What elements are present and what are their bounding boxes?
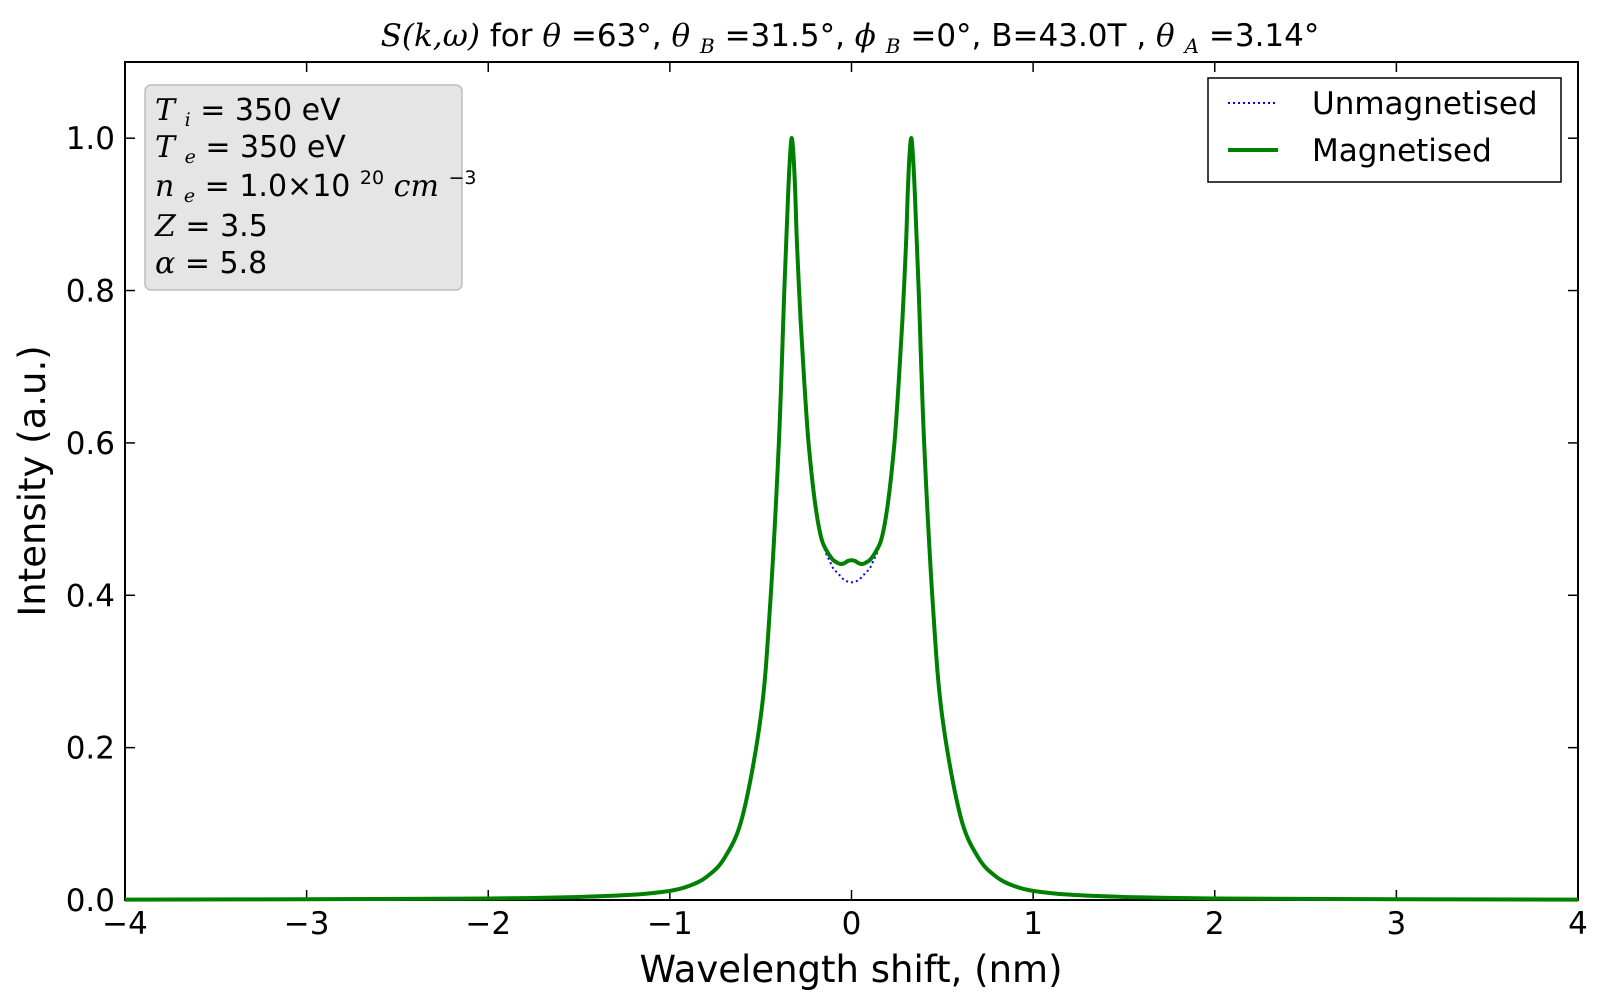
param-ti-val: = 350 eV [200, 93, 341, 128]
param-ne-val: = 1.0×10 [205, 169, 351, 204]
x-tick-label: 0 [842, 906, 862, 942]
x-tick-label: −4 [102, 906, 148, 942]
parameter-box: T i = 350 eV T e = 350 eV n e = 1.0×10 2… [144, 84, 476, 291]
x-tick-label: −1 [647, 906, 693, 942]
param-ne-sym: n [155, 169, 174, 204]
legend-label-magnetised: Magnetised [1312, 133, 1492, 169]
param-te-sym: T [155, 130, 177, 165]
x-tick-label: 3 [1387, 906, 1407, 942]
parameter-box-bg [144, 84, 463, 291]
param-ne-sub: e [184, 185, 195, 207]
x-tick-label: 2 [1205, 906, 1225, 942]
param-te-sub: e [185, 146, 196, 168]
plot-area: −4 −3 −2 −1 0 1 2 3 4 0.0 0.2 0.4 0.6 0.8 1.0 [66, 61, 1588, 942]
title-math: S(k,ω) [381, 18, 480, 54]
data-lines [124, 136, 1579, 902]
x-axis-label: Wavelength shift, (nm) [639, 948, 1062, 991]
param-ti-sym: T [155, 93, 177, 128]
title-thetaB-val: =31.5°, [725, 18, 855, 54]
title-theta-val: =63°, [571, 18, 672, 54]
title-thetaA-val: =3.14° [1209, 18, 1320, 54]
title-thetaA-sub: A [1183, 34, 1199, 58]
param-alpha-val: = 5.8 [185, 246, 267, 281]
y-tick-label: 0.4 [66, 578, 115, 614]
param-ne-unit-exp: −3 [448, 167, 476, 189]
y-axis-label: Intensity (a.u.) [11, 345, 54, 616]
y-tick-label: 0.8 [66, 274, 115, 310]
param-te: T e = 350 eV [155, 130, 346, 171]
axis-ticks: −4 −3 −2 −1 0 1 2 3 4 0.0 0.2 0.4 0.6 0.8 1.0 [66, 62, 1588, 942]
title-phiB-val: =0°, B=43.0T , [910, 18, 1156, 54]
param-te-val: = 350 eV [205, 130, 346, 165]
param-z-val: = 3.5 [185, 209, 267, 244]
param-ti-sub: i [185, 109, 191, 131]
param-ti: T i = 350 eV [155, 93, 341, 134]
x-tick-label: 1 [1023, 906, 1043, 942]
x-tick-label: 4 [1568, 906, 1588, 942]
x-tick-label: −2 [465, 906, 511, 942]
param-alpha: α = 5.8 [155, 246, 267, 281]
param-alpha-sym: α [155, 246, 175, 281]
title-theta: θ [542, 18, 561, 54]
legend-frame [1207, 77, 1562, 183]
chart-title: S(k,ω) for θ =63°, θ B =31.5°, ϕ B =0°, … [381, 18, 1320, 61]
series-line-magnetised [124, 136, 1579, 902]
param-ne-unit: cm [394, 169, 439, 204]
y-tick-label: 0.0 [66, 883, 115, 919]
param-z-sym: Z [154, 209, 177, 244]
param-z: Z = 3.5 [154, 209, 268, 244]
title-thetaB-sub: B [699, 34, 715, 58]
title-phiB: ϕ [855, 18, 876, 54]
title-thetaB: θ [671, 18, 690, 54]
x-tick-label: −3 [284, 906, 330, 942]
y-tick-label: 0.6 [66, 426, 115, 462]
title-for: for [490, 18, 542, 54]
y-tick-label: 1.0 [66, 121, 115, 157]
y-tick-label: 0.2 [66, 731, 115, 767]
title-thetaA: θ [1156, 18, 1175, 54]
title-phiB-sub: B [885, 34, 901, 58]
param-ne: n e = 1.0×10 20 cm −3 [155, 157, 476, 210]
legend: Unmagnetised Magnetised [1207, 77, 1562, 183]
legend-label-unmagnetised: Unmagnetised [1312, 86, 1538, 122]
param-ne-exp: 20 [360, 167, 384, 189]
